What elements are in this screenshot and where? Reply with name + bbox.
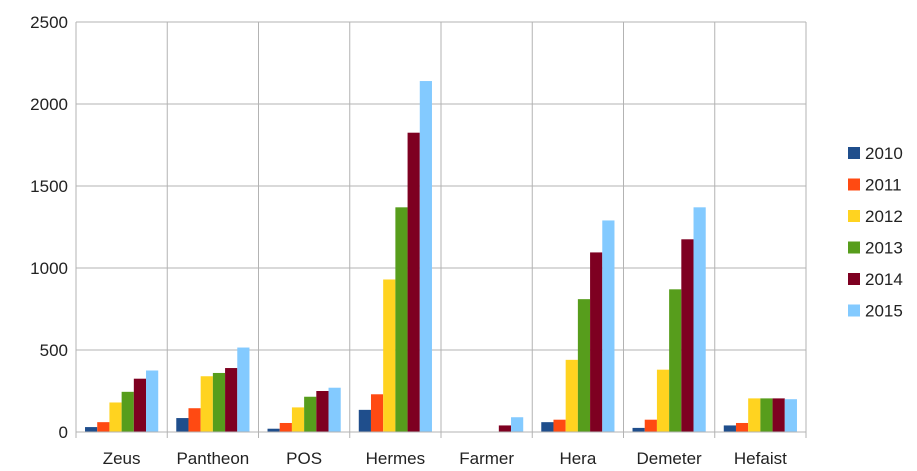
- bar-2010-hera: [541, 422, 554, 432]
- y-axis-tick-labels: 0 500 1000 1500 2000 2500: [30, 13, 68, 442]
- bar-2010-demeter: [632, 427, 645, 432]
- bar-2014-hefaist: [772, 398, 785, 432]
- legend-label: 2015: [865, 302, 903, 321]
- legend: 2010 2011 2012 2013 2014 2015: [848, 144, 903, 321]
- legend-label: 2011: [865, 176, 902, 195]
- x-category-label: Zeus: [103, 449, 141, 468]
- x-category-label: Pantheon: [176, 449, 249, 468]
- bar-2012-hefaist: [748, 398, 761, 432]
- y-tick-label: 1500: [30, 177, 68, 196]
- bar-2015-pos: [328, 387, 341, 432]
- axes: [75, 22, 807, 438]
- bar-2014-hermes: [407, 132, 420, 432]
- bar-2010-hermes: [358, 409, 371, 432]
- legend-swatch-2012: [848, 210, 860, 222]
- bar-2010-zeus: [85, 427, 98, 432]
- x-category-label: Hermes: [366, 449, 426, 468]
- bar-2014-zeus: [133, 378, 147, 432]
- bar-2013-pos: [304, 396, 317, 432]
- bar-2010-pantheon: [176, 418, 189, 432]
- y-tick-label: 500: [40, 341, 68, 360]
- bar-2014-farmer: [498, 425, 512, 432]
- y-tick-label: 2500: [30, 13, 68, 32]
- grid-lines: [76, 21, 806, 433]
- legend-label: 2014: [865, 270, 903, 289]
- bar-2015-hefaist: [784, 399, 797, 432]
- x-category-label: Farmer: [459, 449, 514, 468]
- bar-2012-zeus: [109, 402, 122, 432]
- bar-2014-pantheon: [225, 368, 238, 432]
- bar-2014-demeter: [681, 239, 694, 432]
- bar-2011-demeter: [644, 419, 657, 432]
- bar-2011-hefaist: [735, 422, 749, 432]
- bar-2011-pos: [279, 422, 292, 432]
- bar-2012-hermes: [383, 279, 396, 432]
- legend-swatch-2015: [848, 304, 860, 317]
- x-category-label: Demeter: [637, 449, 703, 468]
- bar-2013-demeter: [669, 289, 682, 432]
- bar-2012-demeter: [656, 369, 670, 432]
- legend-label: 2010: [865, 144, 903, 163]
- bar-2015-zeus: [146, 370, 159, 432]
- bar-2011-hermes: [370, 394, 384, 432]
- bar-2013-hermes: [395, 207, 408, 432]
- x-category-label: Hera: [559, 449, 596, 468]
- legend-swatch-2010: [848, 147, 860, 159]
- bar-2010-pos: [267, 428, 280, 432]
- y-tick-label: 0: [59, 423, 68, 442]
- x-category-label: POS: [286, 449, 322, 468]
- x-category-label: Hefaist: [734, 449, 787, 468]
- bar-2015-farmer: [511, 417, 524, 432]
- bar-2013-zeus: [121, 391, 134, 432]
- bar-2011-hera: [553, 419, 566, 432]
- bar-2015-hermes: [419, 81, 432, 432]
- bar-2013-pantheon: [212, 372, 226, 432]
- bar-2012-pantheon: [200, 376, 213, 432]
- bar-2013-hefaist: [760, 398, 773, 432]
- bar-2015-hera: [602, 220, 615, 432]
- legend-swatch-2013: [848, 241, 860, 254]
- bar-2014-pos: [316, 391, 329, 432]
- legend-label: 2012: [865, 207, 903, 226]
- bar-2015-pantheon: [237, 347, 250, 432]
- bar-2012-pos: [291, 407, 305, 432]
- bar-2012-hera: [565, 359, 578, 432]
- bar-2011-zeus: [97, 422, 110, 432]
- y-tick-label: 1000: [30, 259, 68, 278]
- bar-2011-pantheon: [188, 408, 201, 432]
- bar-2013-hera: [577, 299, 591, 432]
- legend-label: 2013: [865, 239, 903, 258]
- bars: [85, 81, 797, 432]
- y-tick-label: 2000: [30, 95, 68, 114]
- x-axis-category-labels: Zeus Pantheon POS Hermes Farmer Hera Demeter He…: [103, 449, 787, 468]
- bar-2010-hefaist: [723, 425, 736, 432]
- legend-swatch-2014: [848, 273, 860, 285]
- bar-2015-demeter: [693, 207, 706, 432]
- bar-2014-hera: [590, 252, 603, 432]
- legend-swatch-2011: [848, 178, 860, 191]
